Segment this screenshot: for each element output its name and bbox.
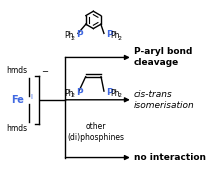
Text: hmds: hmds [6, 124, 27, 133]
Text: Fe: Fe [11, 95, 24, 105]
Text: P: P [76, 88, 83, 97]
Text: P: P [106, 30, 112, 39]
Text: 2: 2 [117, 93, 121, 98]
Text: cis-trans
isomerisation: cis-trans isomerisation [134, 90, 194, 110]
Text: P-aryl bond
cleavage: P-aryl bond cleavage [134, 47, 192, 67]
Text: 2: 2 [70, 93, 74, 98]
Text: Ph: Ph [111, 31, 120, 40]
Text: P: P [106, 88, 112, 97]
Text: other
(di)phosphines: other (di)phosphines [68, 122, 125, 142]
Text: 2: 2 [70, 36, 74, 41]
Text: Ph: Ph [111, 89, 120, 98]
Text: Ph: Ph [65, 31, 74, 40]
Text: no interaction: no interaction [134, 153, 206, 162]
Text: Ph: Ph [65, 89, 74, 98]
Text: −: − [41, 67, 48, 76]
Text: hmds: hmds [6, 66, 27, 75]
Text: 2: 2 [117, 36, 121, 41]
Text: I: I [30, 94, 32, 100]
Text: P: P [76, 30, 83, 39]
